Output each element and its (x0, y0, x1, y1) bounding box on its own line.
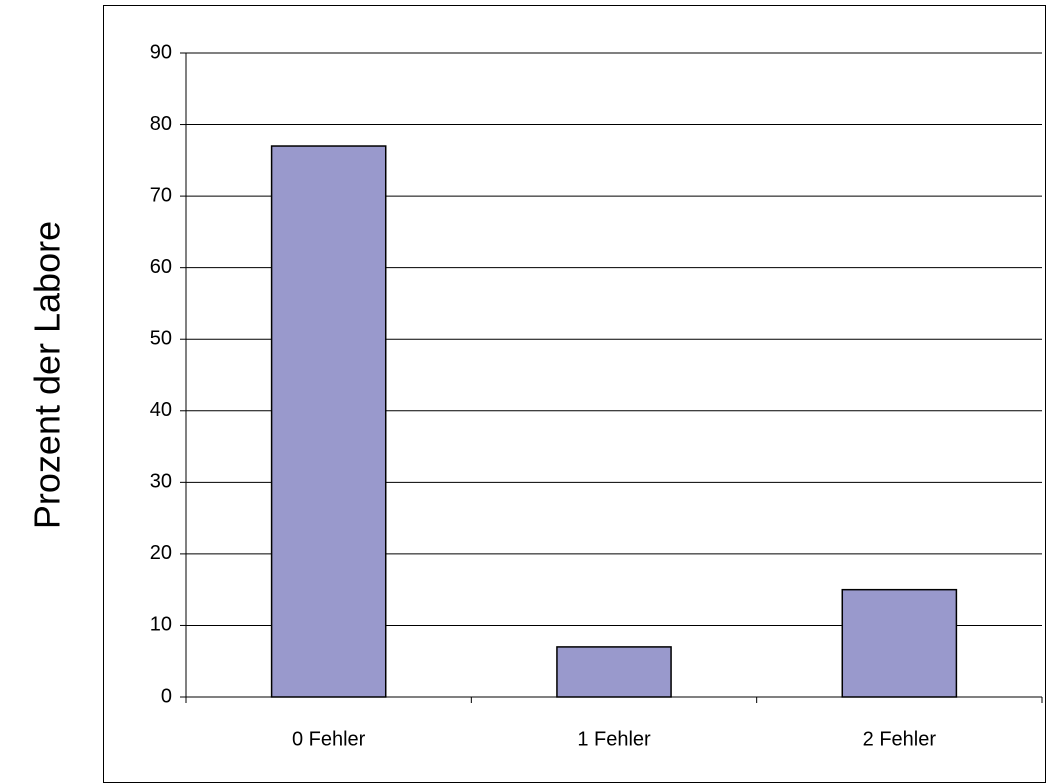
chart-frame (103, 5, 1046, 783)
bar (270, 145, 387, 698)
y-axis-label: Prozent der Labore (27, 221, 68, 529)
y-tick-label: 80 (150, 113, 172, 135)
y-tick-label: 50 (150, 328, 172, 350)
x-tick-label: 2 Fehler (863, 728, 937, 750)
y-tick-label: 60 (150, 256, 172, 278)
y-tick-label: 40 (150, 399, 172, 421)
y-tick-label: 10 (150, 614, 172, 636)
y-tick-label: 70 (150, 184, 172, 206)
bar (841, 588, 958, 698)
y-tick-label: 20 (150, 542, 172, 564)
x-tick-label: 0 Fehler (292, 728, 366, 750)
y-tick-label: 90 (150, 41, 172, 63)
y-tick-label: 0 (161, 685, 172, 707)
y-tick-label: 30 (150, 471, 172, 493)
x-tick-label: 1 Fehler (577, 728, 651, 750)
bar (556, 646, 672, 698)
